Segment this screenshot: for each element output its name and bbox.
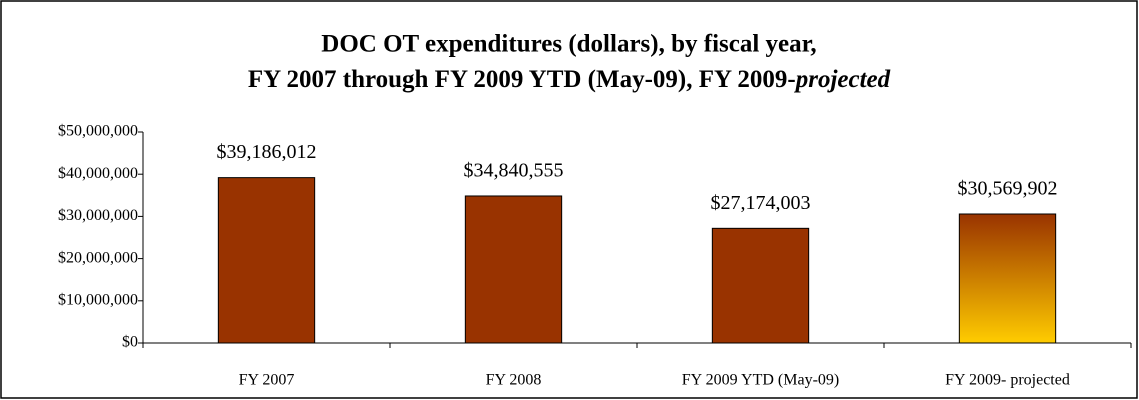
y-tick-label: $50,000,000 <box>58 123 138 140</box>
x-tick-label: FY 2007 <box>239 372 295 389</box>
value-label: $30,569,902 <box>958 178 1058 200</box>
y-tick-label: $20,000,000 <box>58 249 138 266</box>
bar <box>711 227 810 344</box>
y-tick-label: $10,000,000 <box>58 291 138 308</box>
x-tick-label: FY 2009 YTD (May-09) <box>682 372 839 389</box>
y-tick-label: $0 <box>122 334 138 351</box>
bar <box>217 177 316 344</box>
bar <box>464 195 563 344</box>
y-tick-label: $30,000,000 <box>58 207 138 224</box>
value-label: $27,174,003 <box>711 192 811 214</box>
bar <box>958 213 1057 344</box>
title-part: projected <box>794 66 891 93</box>
title-part: FY 2007 through FY 2009 YTD (May-09), FY… <box>248 66 796 93</box>
chart-title: DOC OT expenditures (dollars), by fiscal… <box>321 31 816 58</box>
chart-title: FY 2007 through FY 2009 YTD (May-09), FY… <box>248 66 891 93</box>
x-tick-label: FY 2009- projected <box>945 372 1070 389</box>
y-tick-label: $40,000,000 <box>58 165 138 182</box>
value-label: $34,840,555 <box>464 160 564 182</box>
x-tick-label: FY 2008 <box>486 372 542 389</box>
value-label: $39,186,012 <box>217 141 317 163</box>
